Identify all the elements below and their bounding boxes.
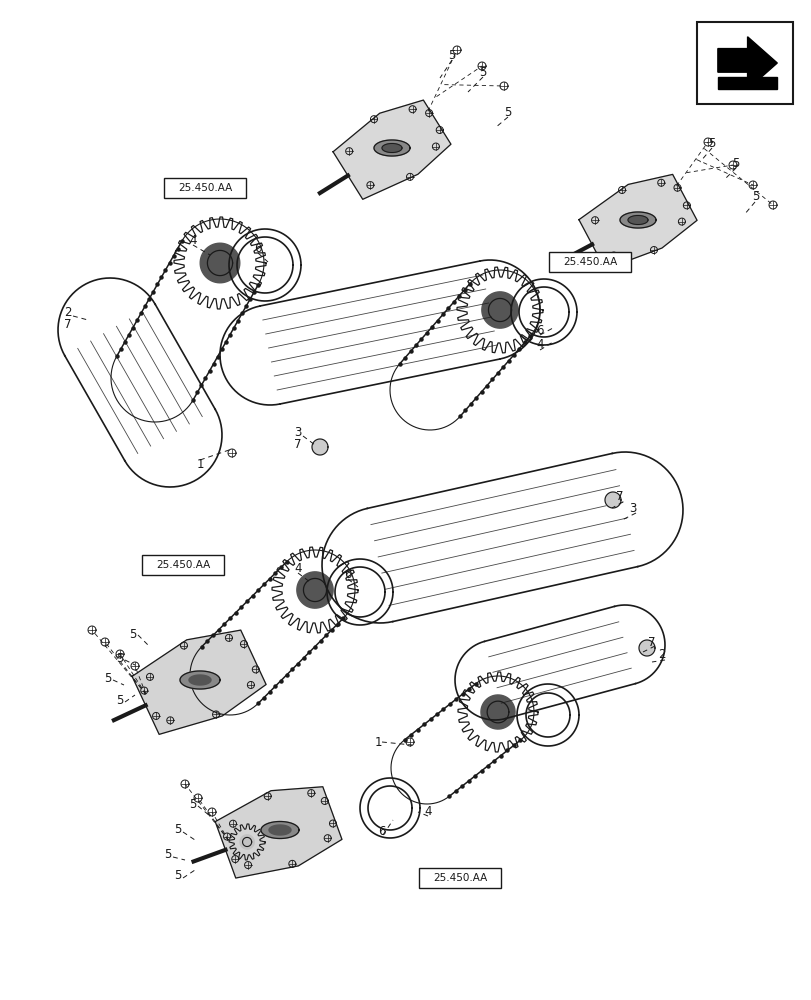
FancyBboxPatch shape [418,868,500,888]
Text: 5: 5 [732,157,739,170]
Text: 6: 6 [378,825,385,838]
Polygon shape [240,835,254,849]
Polygon shape [627,216,647,224]
Polygon shape [311,439,328,455]
Text: 5: 5 [174,869,182,882]
Text: 4: 4 [423,805,431,818]
Polygon shape [620,212,655,228]
Text: 6: 6 [535,324,543,336]
FancyBboxPatch shape [548,252,630,272]
Text: 7: 7 [294,438,302,450]
Text: 7: 7 [616,489,623,502]
Text: 4: 4 [294,562,302,574]
Polygon shape [268,825,290,835]
Text: 2: 2 [64,306,71,318]
Text: 5: 5 [129,629,136,642]
Polygon shape [333,100,450,199]
Polygon shape [200,243,239,283]
Text: 1: 1 [374,736,381,748]
FancyBboxPatch shape [164,178,246,198]
Text: 7: 7 [64,318,71,332]
Text: 3: 3 [294,426,302,438]
Text: 5: 5 [116,694,123,706]
Polygon shape [297,572,333,608]
Polygon shape [578,174,696,269]
Polygon shape [189,675,211,685]
Text: 5: 5 [174,823,182,836]
FancyBboxPatch shape [142,555,224,575]
Text: 25.450.AA: 25.450.AA [432,873,487,883]
Polygon shape [215,787,341,878]
Polygon shape [480,695,514,729]
Text: 5: 5 [707,137,714,150]
Text: 5: 5 [448,49,455,62]
Text: 5: 5 [478,66,486,79]
Text: 7: 7 [647,636,655,648]
Text: 5: 5 [116,652,123,664]
Text: 3: 3 [629,502,636,514]
Text: 4: 4 [189,233,196,246]
Text: 1: 1 [196,458,204,472]
Text: 6: 6 [254,241,261,254]
Text: 5: 5 [751,190,759,204]
Text: 6: 6 [344,568,351,580]
Text: 4: 4 [535,338,543,352]
Text: 2: 2 [658,648,665,662]
Polygon shape [717,37,776,89]
Text: 5: 5 [504,106,511,119]
Polygon shape [638,640,654,656]
Text: 25.450.AA: 25.450.AA [562,257,616,267]
Polygon shape [180,671,220,689]
Text: 25.450.AA: 25.450.AA [156,560,210,570]
Polygon shape [260,822,298,838]
Polygon shape [374,140,410,156]
Text: 5: 5 [104,672,112,684]
Polygon shape [717,77,776,89]
Text: 5: 5 [189,798,196,811]
Text: 5: 5 [164,848,171,861]
Polygon shape [481,292,517,328]
Polygon shape [132,630,266,734]
Bar [696,22,792,104]
Polygon shape [381,144,401,152]
Polygon shape [604,492,620,508]
Text: 25.450.AA: 25.450.AA [178,183,232,193]
